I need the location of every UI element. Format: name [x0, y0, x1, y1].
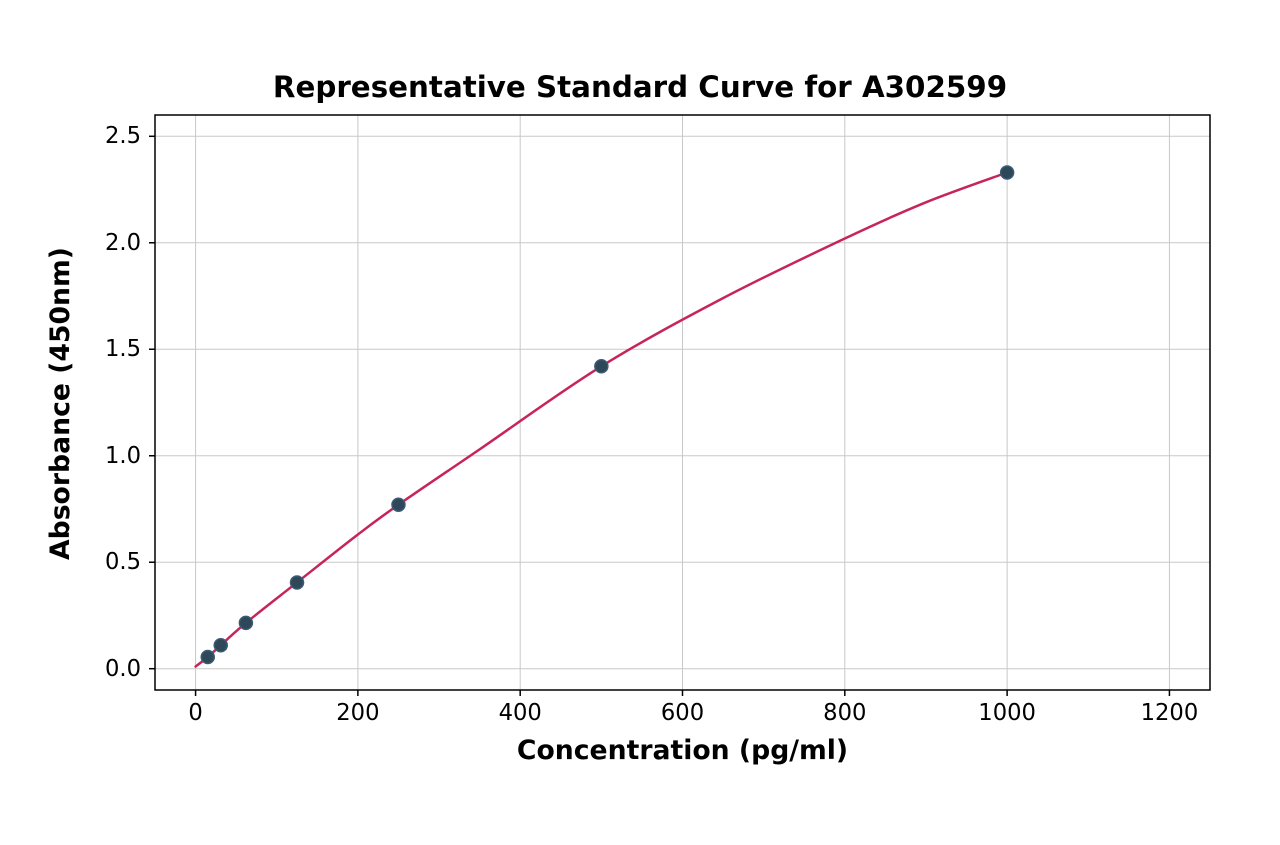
plot-area: [145, 105, 1220, 700]
y-tick-label: 0.5: [105, 549, 141, 575]
x-tick-label: 200: [336, 700, 379, 726]
y-tick-label: 2.0: [105, 230, 141, 256]
figure: Representative Standard Curve for A30259…: [0, 0, 1280, 845]
x-tick-label: 1000: [978, 700, 1036, 726]
y-tick-label: 1.0: [105, 443, 141, 469]
y-axis-label: Absorbance (450nm): [45, 116, 76, 691]
x-tick-label: 0: [188, 700, 202, 726]
x-tick-label: 400: [499, 700, 542, 726]
x-tick-label: 800: [823, 700, 866, 726]
x-axis-label: Concentration (pg/ml): [155, 735, 1210, 766]
chart-title: Representative Standard Curve for A30259…: [0, 70, 1280, 104]
x-tick-label: 1200: [1141, 700, 1199, 726]
y-tick-label: 1.5: [105, 336, 141, 362]
y-tick-label: 0.0: [105, 656, 141, 682]
x-tick-label: 600: [661, 700, 704, 726]
y-tick-label: 2.5: [105, 123, 141, 149]
